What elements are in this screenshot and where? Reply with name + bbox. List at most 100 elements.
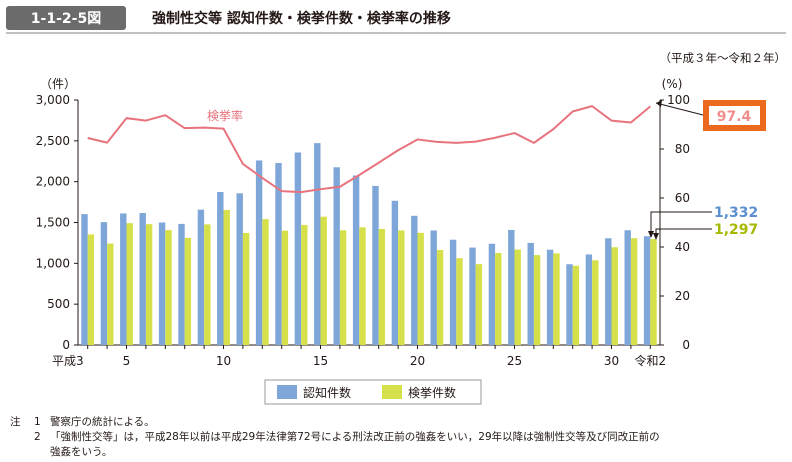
x-tick-label: 10 <box>216 354 231 368</box>
recognized-bar <box>546 249 554 345</box>
note-1-text: 警察庁の統計による。 <box>50 416 155 428</box>
recognized-bar <box>294 152 302 345</box>
recognized-bar <box>372 185 379 345</box>
cleared-bar <box>456 258 463 345</box>
recognized-bar <box>411 215 418 345</box>
recognized-bar <box>217 192 224 345</box>
x-tick-label: 令和2 <box>634 353 666 368</box>
cleared-bar <box>184 237 192 345</box>
cleared-bar <box>650 239 657 345</box>
cleared-callout-arrow <box>655 228 712 234</box>
x-tick-label: 30 <box>604 354 619 368</box>
right-axis-ticks: 0 20 40 60 80 100 <box>660 93 690 352</box>
recognized-bar <box>236 193 243 345</box>
recognized-bar <box>605 238 612 345</box>
cleared-bar <box>107 243 114 345</box>
cleared-bar <box>630 238 638 345</box>
note-2-number: 2 <box>34 431 41 443</box>
cleared-bar <box>359 227 366 345</box>
cleared-bar <box>475 264 483 345</box>
legend-label-cleared: 検挙件数 <box>408 385 456 400</box>
bar-series <box>81 143 657 345</box>
recognized-bar <box>120 213 127 345</box>
recognized-bar <box>469 247 476 345</box>
recognized-bar <box>508 229 515 345</box>
recognized-bar <box>197 209 205 345</box>
recognized-bar <box>81 214 88 345</box>
cleared-bar <box>223 210 230 345</box>
recognized-bar <box>643 236 651 345</box>
period-label: （平成３年～令和２年） <box>660 51 787 65</box>
x-tick-label: 平成3 <box>52 354 84 368</box>
left-tick-label: 1,500 <box>36 216 70 230</box>
rate-final-label: 97.4 <box>717 109 752 125</box>
recognized-bar <box>566 264 573 345</box>
figure-title: 強制性交等 認知件数・検挙件数・検挙率の推移 <box>152 10 451 27</box>
cleared-bar <box>126 223 133 345</box>
recognized-bar <box>624 230 631 345</box>
left-tick-label: 2,500 <box>36 134 70 148</box>
recognized-bar <box>178 223 185 345</box>
legend-swatch-recognized <box>277 385 297 399</box>
recognized-bar <box>352 175 360 345</box>
cleared-bar <box>165 230 172 345</box>
x-tick-label: 15 <box>313 354 328 368</box>
cleared-callout-arrowhead <box>653 233 659 240</box>
cleared-bar <box>533 255 541 345</box>
legend-frame <box>264 379 482 405</box>
note-2-text: 「強制性交等」は，平成28年以前は平成29年法律第72号による刑法改正前の強姦を… <box>50 431 660 443</box>
recognized-bar <box>488 243 496 345</box>
left-tick-label: 3,000 <box>36 93 70 107</box>
left-tick-label: 500 <box>47 297 70 311</box>
rate-line <box>87 105 651 194</box>
x-tick-label: 25 <box>507 354 522 368</box>
cleared-bar <box>398 230 405 345</box>
right-tick-label: 100 <box>667 93 690 107</box>
cleared-final-label: 1,297 <box>714 222 758 238</box>
rate-callout-arrowhead <box>656 100 662 107</box>
rate-callout-arrow <box>655 102 704 116</box>
right-tick-label: 20 <box>675 289 690 303</box>
legend-swatch-cleared <box>382 385 402 399</box>
cleared-bar <box>495 253 502 345</box>
legend: 認知件数 検挙件数 <box>264 379 482 405</box>
recognized-callout-arrow <box>650 211 712 232</box>
cleared-bar <box>242 232 250 345</box>
recognized-bar <box>100 222 108 345</box>
x-tick-label: 5 <box>123 354 131 368</box>
figure-number: 1-1-2-5図 <box>31 11 101 27</box>
right-tick-label: 40 <box>675 240 690 254</box>
cleared-bar <box>436 250 444 345</box>
rate-line-series <box>87 105 651 194</box>
recognized-bar <box>449 239 457 345</box>
cleared-bar <box>204 224 211 345</box>
cleared-bar <box>145 224 153 345</box>
recognized-bar <box>527 242 534 345</box>
left-axis-ticks: 0 500 1,000 1,500 2,000 2,500 3,000 <box>36 93 78 352</box>
rate-line-label: 検挙率 <box>207 108 243 123</box>
note-prefix: 注 <box>10 416 21 428</box>
cleared-bar <box>417 232 424 345</box>
x-axis-ticks: 平成3 5 10 15 20 25 30 令和2 <box>52 345 666 368</box>
cleared-bar <box>553 253 560 345</box>
left-tick-label: 0 <box>62 338 70 352</box>
cleared-bar <box>281 230 289 345</box>
recognized-bar <box>255 160 263 345</box>
cleared-bar <box>514 249 521 345</box>
recognized-bar <box>333 167 340 345</box>
x-tick-label: 20 <box>410 354 425 368</box>
recognized-final-label: 1,332 <box>714 205 758 221</box>
right-tick-label: 0 <box>682 338 690 352</box>
cleared-bar <box>87 234 95 345</box>
right-axis-unit: (%) <box>662 77 683 91</box>
left-tick-label: 2,000 <box>36 175 70 189</box>
cleared-bar <box>572 265 580 345</box>
recognized-bar <box>391 200 399 345</box>
left-tick-label: 1,000 <box>36 256 70 270</box>
left-axis-unit: （件） <box>40 77 76 91</box>
cleared-bar <box>262 219 269 345</box>
recognized-bar <box>139 213 146 345</box>
recognized-bar <box>158 222 166 345</box>
recognized-callout-arrowhead <box>648 231 654 238</box>
